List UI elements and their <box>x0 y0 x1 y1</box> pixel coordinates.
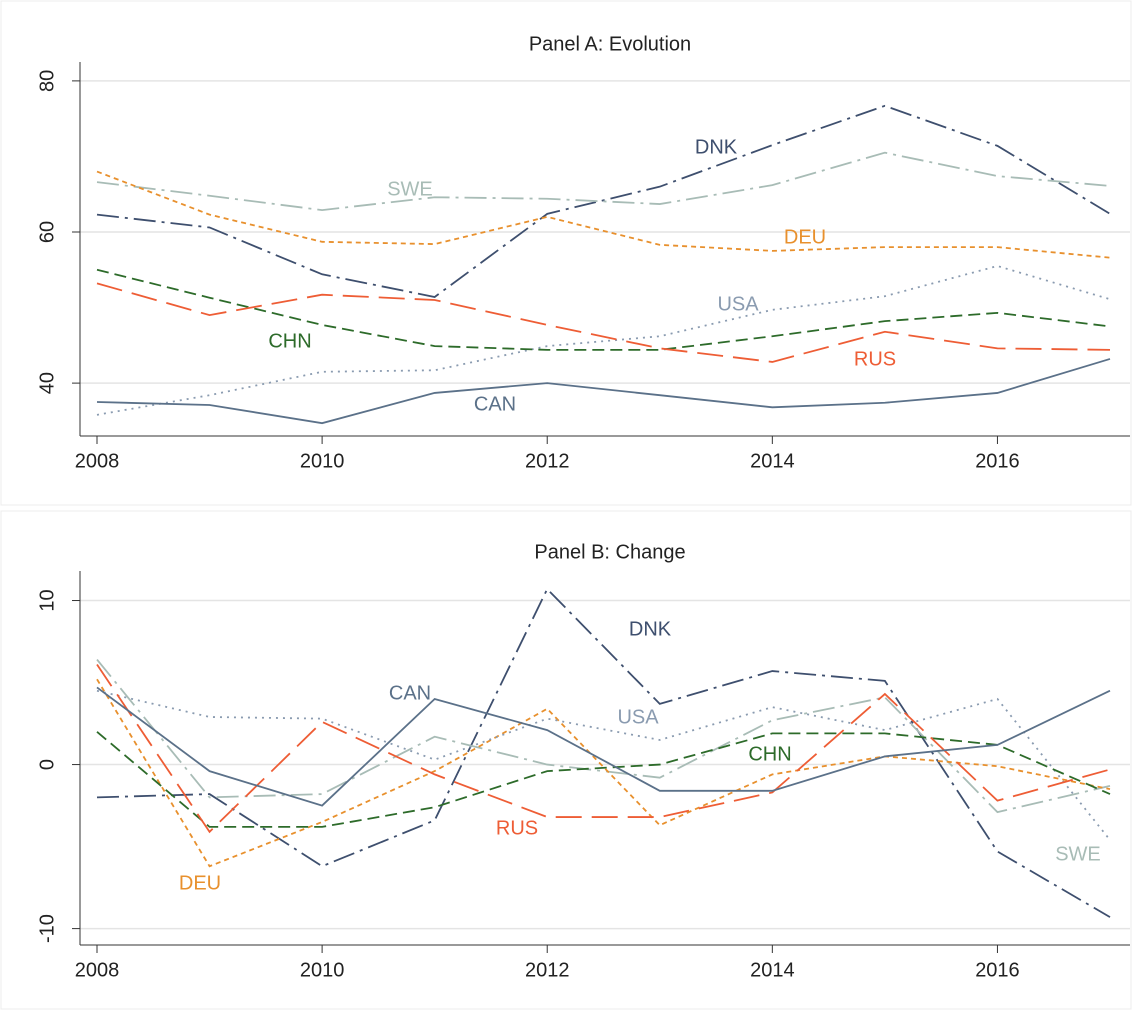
y-tick-label: 40 <box>36 372 58 394</box>
x-tick-label: 2010 <box>300 959 345 981</box>
chart-title: Panel B: Change <box>534 541 685 563</box>
series-label: CAN <box>389 682 431 704</box>
series-label: CAN <box>474 393 516 415</box>
x-tick-label: 2016 <box>975 450 1020 472</box>
series-label: SWE <box>1055 843 1101 865</box>
series-line <box>96 731 1111 828</box>
series-label: CHN <box>268 330 311 352</box>
x-tick-label: 2008 <box>75 450 120 472</box>
series-line <box>96 104 1111 298</box>
series-label: RUS <box>854 348 896 370</box>
series-line <box>96 151 1111 211</box>
y-tick-label: -10 <box>36 914 58 943</box>
x-tick-label: 2012 <box>525 959 570 981</box>
x-tick-label: 2014 <box>750 450 795 472</box>
series-line <box>96 282 1111 363</box>
x-tick-label: 2014 <box>750 959 795 981</box>
y-tick-label: 80 <box>36 70 58 92</box>
series-label: SWE <box>387 178 433 200</box>
x-tick-label: 2010 <box>300 450 345 472</box>
chart-title: Panel A: Evolution <box>529 33 691 55</box>
series-line <box>96 659 1111 814</box>
series-label: DEU <box>179 872 221 894</box>
series-label: CHN <box>748 743 791 765</box>
series-label: DEU <box>784 226 826 248</box>
series-line <box>96 663 1111 834</box>
y-tick-label: 10 <box>36 589 58 611</box>
series-line <box>96 686 1111 807</box>
series-label: DNK <box>629 618 672 640</box>
panel-frame <box>0 0 1132 506</box>
x-tick-label: 2012 <box>525 450 570 472</box>
series-line <box>96 587 1111 918</box>
series-line <box>96 170 1111 259</box>
series-label: USA <box>617 706 659 728</box>
series-label: RUS <box>496 817 538 839</box>
panel-frame <box>0 510 1132 1010</box>
y-tick-label: 60 <box>36 221 58 243</box>
series-line <box>96 358 1111 425</box>
series-line <box>96 689 1111 841</box>
series-line <box>96 678 1111 868</box>
series-line <box>96 268 1111 351</box>
x-tick-label: 2008 <box>75 959 120 981</box>
x-tick-label: 2016 <box>975 959 1020 981</box>
series-label: DNK <box>695 136 738 158</box>
series-label: USA <box>717 293 759 315</box>
y-tick-label: 0 <box>36 759 58 770</box>
